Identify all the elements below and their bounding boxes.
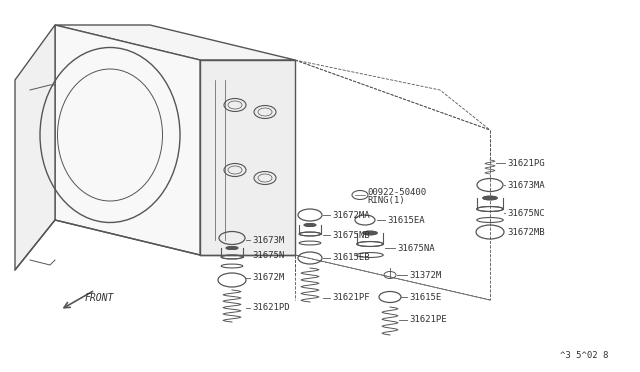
Text: RING(1): RING(1) (367, 196, 404, 205)
Text: 31615E: 31615E (409, 292, 441, 301)
Text: 31672MB: 31672MB (507, 228, 545, 237)
Text: ^3 5^02 8: ^3 5^02 8 (560, 351, 609, 360)
Ellipse shape (483, 196, 497, 200)
Polygon shape (15, 25, 55, 270)
Text: 31675NB: 31675NB (332, 231, 370, 240)
Text: 31675N: 31675N (252, 250, 284, 260)
Ellipse shape (226, 247, 238, 249)
Polygon shape (200, 60, 295, 255)
Text: 31675NC: 31675NC (507, 208, 545, 218)
Text: 31675NA: 31675NA (397, 244, 435, 253)
Ellipse shape (363, 231, 377, 235)
Text: 31621PG: 31621PG (507, 158, 545, 167)
Text: 31673MA: 31673MA (507, 180, 545, 189)
Text: 31615EA: 31615EA (387, 215, 424, 224)
Text: 31615EB: 31615EB (332, 253, 370, 263)
Text: 31621PE: 31621PE (409, 315, 447, 324)
Text: 31672MA: 31672MA (332, 211, 370, 219)
Polygon shape (55, 25, 295, 60)
Text: 31673M: 31673M (252, 235, 284, 244)
Text: 00922-50400: 00922-50400 (367, 187, 426, 196)
Text: FRONT: FRONT (85, 293, 115, 303)
Text: 31672M: 31672M (252, 273, 284, 282)
Text: 31621PF: 31621PF (332, 294, 370, 302)
Ellipse shape (304, 224, 316, 227)
Text: 31372M: 31372M (409, 270, 441, 279)
Polygon shape (55, 25, 200, 255)
Text: 31621PD: 31621PD (252, 304, 290, 312)
